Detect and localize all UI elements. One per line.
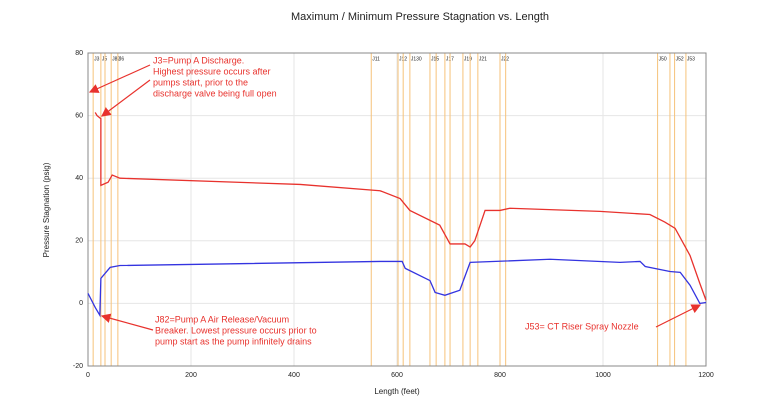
junction-label: J21 — [479, 56, 487, 62]
junction-label: J11 — [372, 56, 380, 62]
y-tick-label: 60 — [75, 112, 83, 119]
annotation-arrow — [88, 64, 151, 93]
x-tick-label: 1000 — [595, 372, 611, 379]
annotation: pumps start, prior to the — [153, 77, 248, 87]
junction-label: J52 — [676, 56, 684, 62]
y-tick-label: 0 — [79, 300, 83, 307]
annotation: J82=Pump A Air Release/Vacuum — [155, 314, 289, 324]
annotation-arrow — [101, 79, 151, 117]
annotation: J53= CT Riser Spray Nozzle — [525, 321, 639, 331]
y-tick-label: 80 — [75, 50, 83, 57]
junction-label: J3 — [94, 56, 100, 62]
annotation: Highest pressure occurs after — [153, 66, 271, 76]
annotation: pump start as the pump infinitely drains — [155, 336, 312, 346]
y-tick-label: 20 — [75, 238, 83, 245]
junction-label: J15 — [431, 56, 439, 62]
series-line — [87, 258, 707, 318]
junction-label: J53 — [687, 56, 695, 62]
junction-label: J130 — [411, 56, 422, 62]
chart-title: Maximum / Minimum Pressure Stagnation vs… — [291, 11, 549, 23]
x-tick-label: 1200 — [698, 372, 714, 379]
annotation: Breaker. Lowest pressure occurs prior to — [155, 325, 317, 335]
x-tick-label: 400 — [288, 372, 300, 379]
junction-label: J19 — [464, 56, 472, 62]
x-tick-label: 0 — [86, 372, 90, 379]
annotation: discharge valve being full open — [153, 88, 277, 98]
series-line — [94, 112, 707, 301]
y-tick-label: -20 — [73, 363, 83, 370]
plot-frame — [87, 52, 707, 367]
y-axis-label: Pressure Stagnation (psig) — [42, 162, 51, 257]
annotation-arrow — [655, 304, 702, 328]
junction-label: J6 — [119, 56, 125, 62]
x-tick-label: 200 — [185, 372, 197, 379]
junction-label: J22 — [501, 56, 509, 62]
junction-label: J50 — [659, 56, 667, 62]
x-axis-label: Length (feet) — [374, 387, 420, 396]
junction-label: J82 — [112, 56, 120, 62]
x-tick-label: 800 — [494, 372, 506, 379]
plot-area: J3J5J82J6J11J12J130J15J17J19J21J22J50J52… — [87, 52, 707, 367]
annotation-arrow — [100, 313, 154, 331]
x-tick-label: 600 — [391, 372, 403, 379]
annotation: J3=Pump A Discharge. — [153, 55, 244, 65]
y-tick-label: 40 — [75, 175, 83, 182]
